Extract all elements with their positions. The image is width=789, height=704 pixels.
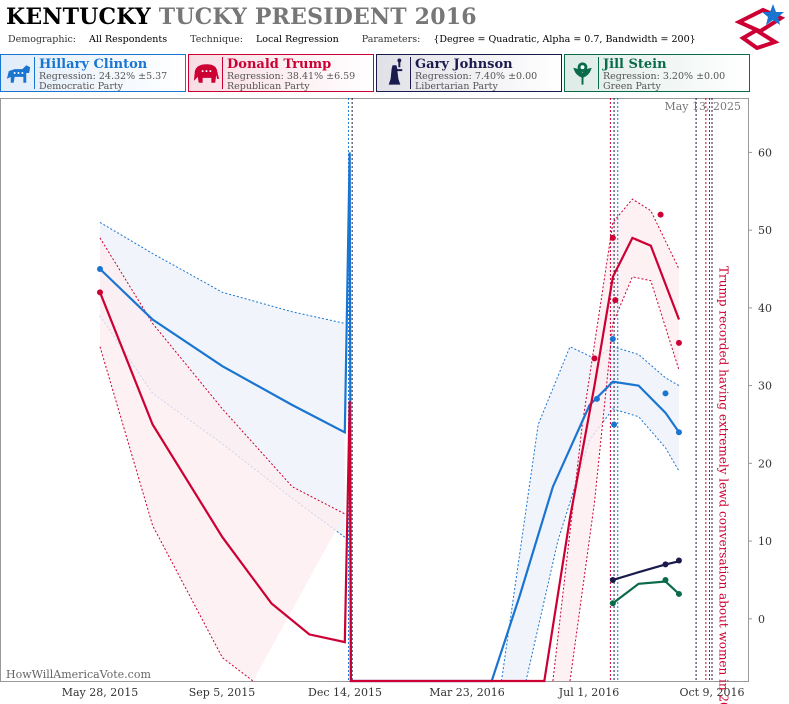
candidate-regression: Regression: 3.20% ±0.00 (603, 71, 726, 82)
parameters-value[interactable]: {Degree = Quadratic, Alpha = 0.7, Bandwi… (433, 34, 696, 45)
site-logo-icon[interactable] (735, 2, 785, 50)
donkey-icon (6, 57, 35, 89)
y-tick-label: 20 (758, 457, 772, 470)
poll-point (97, 289, 103, 296)
poll-point (675, 590, 682, 597)
candidate-party: Libertarian Party (415, 81, 498, 92)
poll-point (591, 355, 598, 362)
candidate-legend: Hillary Clinton Regression: 24.32% ±5.37… (0, 54, 789, 94)
poll-point (611, 421, 618, 428)
event-annotation: Trump recorded having extremely lewd con… (717, 266, 731, 704)
poll-point (609, 576, 616, 583)
candidate-regression: Regression: 7.40% ±0.00 (415, 71, 538, 82)
y-tick-label: 30 (758, 380, 772, 393)
green-flower-icon (573, 57, 599, 89)
demographic-label: Demographic: (8, 34, 77, 45)
x-tick-label: Dec 14, 2015 (308, 686, 382, 699)
candidate-card-trump[interactable]: Donald Trump Regression: 38.41% ±6.59 Re… (188, 54, 374, 92)
candidate-name: Hillary Clinton (39, 57, 148, 72)
technique-value[interactable]: Local Regression (256, 34, 339, 45)
candidate-name: Donald Trump (227, 57, 332, 72)
band-upper-line (552, 198, 680, 682)
poll-point (675, 557, 682, 564)
poll-point (675, 339, 682, 346)
poll-point (662, 576, 669, 583)
candidate-card-clinton[interactable]: Hillary Clinton Regression: 24.32% ±5.37… (0, 54, 186, 92)
parameters-line: Demographic: All Respondents Technique: … (8, 34, 716, 45)
page-title: KENTUCKY TUCKY PRESIDENT 2016 (6, 4, 477, 30)
date-label: May 13, 2025 (664, 100, 741, 113)
liberty-torch-icon (388, 57, 411, 89)
poll-point (97, 266, 103, 273)
x-tick-label: Oct 9, 2016 (679, 686, 744, 699)
candidate-name: Gary Johnson (415, 57, 513, 72)
state-title: KENTUCKY (6, 4, 151, 30)
confidence-band (100, 237, 345, 681)
candidate-party: Republican Party (227, 81, 310, 92)
poll-point (675, 429, 682, 436)
candidate-card-stein[interactable]: Jill Stein Regression: 3.20% ±0.00 Green… (564, 54, 750, 92)
watermark: HowWillAmericaVote.com (6, 668, 151, 681)
poll-point (662, 561, 669, 568)
race-title: TUCKY PRESIDENT 2016 (158, 4, 477, 30)
trend-line (98, 236, 681, 683)
poll-point (593, 395, 600, 402)
x-tick-label: Jul 1, 2016 (558, 686, 620, 699)
poll-point (609, 234, 616, 241)
y-tick-label: 60 (758, 146, 772, 159)
candidate-regression: Regression: 24.32% ±5.37 (39, 71, 168, 82)
candidate-party: Democratic Party (39, 81, 124, 92)
band-lower-line (99, 346, 254, 682)
y-tick-label: 50 (758, 224, 772, 237)
regression-chart: 0 10 20 30 40 50 60 May 28, 2015 Sep 5, 2015 Dec … (0, 98, 772, 704)
y-tick-label: 10 (758, 535, 772, 548)
elephant-icon (193, 57, 223, 89)
poll-point (609, 600, 616, 607)
trend-line (612, 580, 680, 605)
parameters-label: Parameters: (361, 34, 421, 45)
band-upper-line (99, 221, 345, 324)
poll-point (662, 390, 669, 397)
candidate-party: Green Party (603, 81, 661, 92)
x-tick-label: May 28, 2015 (62, 686, 139, 699)
y-tick-label: 0 (758, 613, 765, 626)
x-tick-label: Mar 23, 2016 (429, 686, 505, 699)
candidate-card-johnson[interactable]: Gary Johnson Regression: 7.40% ±0.00 Lib… (376, 54, 562, 92)
band-lower-line (525, 408, 680, 682)
technique-label: Technique: (190, 34, 243, 45)
confidence-band (501, 346, 679, 681)
band-lower-line (569, 276, 680, 682)
poll-point (612, 297, 619, 304)
poll-point (609, 335, 616, 342)
confidence-band (552, 199, 679, 681)
demographic-value[interactable]: All Respondents (89, 34, 168, 45)
x-tick-label: Sep 5, 2015 (189, 686, 256, 699)
poll-point (657, 211, 664, 218)
candidate-regression: Regression: 38.41% ±6.59 (227, 71, 356, 82)
confidence-band (100, 222, 345, 538)
y-tick-label: 40 (758, 302, 772, 315)
trend-line (612, 560, 680, 581)
candidate-name: Jill Stein (603, 57, 667, 72)
